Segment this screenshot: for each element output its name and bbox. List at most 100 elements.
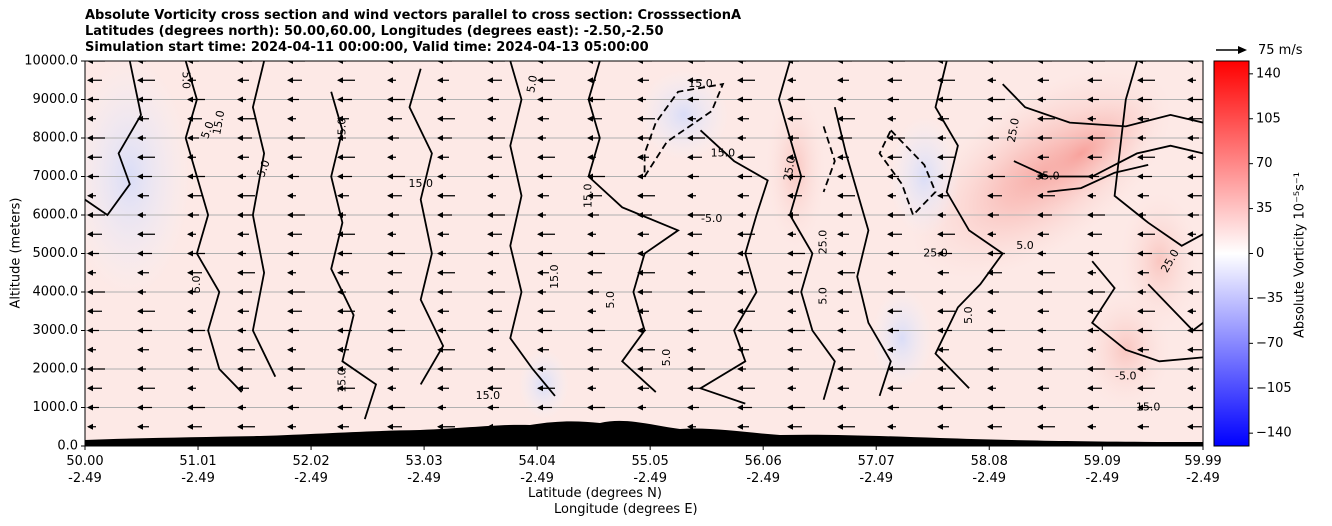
contour-line-13 [1047,164,1149,193]
wind-vector-265 [687,212,705,218]
y-tick-label-9: 9000.0 [33,92,79,107]
wind-vector-110 [987,346,1002,353]
wind-vector-3 [237,423,255,430]
wind-vector-326 [287,154,302,161]
x-tick-label-lon-3: -2.49 [407,471,441,486]
wind-vector-50 [287,385,302,392]
wind-vector-444 [437,61,452,64]
wind-vector-head [637,173,643,180]
wind-vector-head [1187,423,1193,430]
wind-vector-head [887,269,893,276]
wind-vector-head [687,346,693,353]
wind-vector-head [1087,250,1093,257]
contour-line-6 [587,61,680,393]
x-tick-label-lon-7: -2.49 [859,471,893,486]
wind-vector-151 [737,308,755,315]
wind-vector-head [1087,154,1093,161]
wind-vector-head [537,115,543,122]
wind-vector-head [437,308,443,315]
wind-vector-41 [987,404,1005,411]
wind-vector-head [537,212,543,218]
wind-vector-414 [87,77,102,84]
wind-vector-head [137,346,143,353]
wind-vector-356 [637,135,652,141]
wind-vector-head [887,289,893,295]
wind-vector-head [837,423,843,430]
wind-vector-296 [1087,192,1096,199]
wind-vector-head [437,289,443,295]
wind-vector-head [287,212,293,218]
wind-vector-83 [787,366,799,372]
wind-vector-head [587,346,593,353]
wind-vector-head [587,404,593,411]
wind-vector-head [87,61,93,64]
wind-vector-210 [237,250,246,257]
wind-vector-head [987,404,993,411]
wind-vector-262 [537,212,546,218]
wind-vector-340 [987,154,996,161]
wind-vector-117 [187,327,205,334]
wind-vector-16 [887,423,896,430]
y-tick-label-5: 5000.0 [33,246,79,261]
wind-vector-154 [887,308,902,315]
wind-vector-237 [437,231,449,238]
wind-vector-289 [737,192,749,199]
wind-vector-299 [87,173,99,180]
wind-vector-122 [437,327,446,334]
wind-vector-271 [987,212,999,218]
wind-vector-394 [237,96,246,103]
wind-vector-head [1137,289,1143,295]
wind-vector-361 [887,135,905,141]
wind-vector-355 [587,135,599,141]
wind-vector-121 [387,327,405,334]
wind-vector-20 [1087,423,1096,430]
wind-vector-458 [1137,61,1146,64]
wind-vector-370 [187,115,202,122]
wind-vector-head [937,385,943,392]
wind-vector-362 [937,135,946,141]
wind-vector-head [837,308,843,315]
wind-vector-320 [1137,173,1152,180]
wind-vector-172 [637,289,652,295]
wind-vector-90 [1137,366,1146,372]
wind-vector-head [637,289,643,295]
wind-vector-head [1137,77,1143,84]
wind-vector-head [387,269,393,276]
wind-vector-281 [337,192,349,199]
wind-vector-head [337,61,343,64]
wind-vector-head [837,404,843,411]
wind-vector-head [887,327,893,334]
wind-vector-head [887,423,893,430]
wind-vector-head [287,154,293,161]
wind-vector-71 [187,366,199,372]
wind-vector-374 [387,115,402,122]
wind-vector-head [587,308,593,315]
wind-vector-109 [937,346,949,353]
wind-vector-27 [287,404,299,411]
wind-vector-381 [737,115,749,122]
wind-vector-167 [387,289,399,295]
wind-vector-358 [737,135,746,141]
wind-vector-229 [1187,250,1203,257]
wind-vector-head [1137,96,1143,103]
wind-vector-head [987,96,993,103]
wind-vector-head [487,173,493,180]
wind-vector-head [337,385,343,392]
wind-vector-head [337,404,343,411]
wind-vector-99 [437,346,455,353]
wind-vector-156 [987,308,996,315]
wind-vector-head [337,212,343,218]
wind-vector-275 [1187,212,1199,218]
wind-vector-head [687,385,693,392]
wind-vector-head [1137,61,1143,64]
wind-vector-head [937,96,943,103]
wind-vector-head [87,366,93,372]
wind-vector-head [837,135,843,141]
wind-vector-171 [587,289,599,295]
wind-vector-head [287,308,293,315]
wind-vector-head [137,423,143,430]
wind-vector-382 [787,115,802,122]
x-tick-label-lat-5: 55.05 [632,454,669,469]
wind-vector-314 [837,173,846,180]
wind-vector-head [387,115,393,122]
